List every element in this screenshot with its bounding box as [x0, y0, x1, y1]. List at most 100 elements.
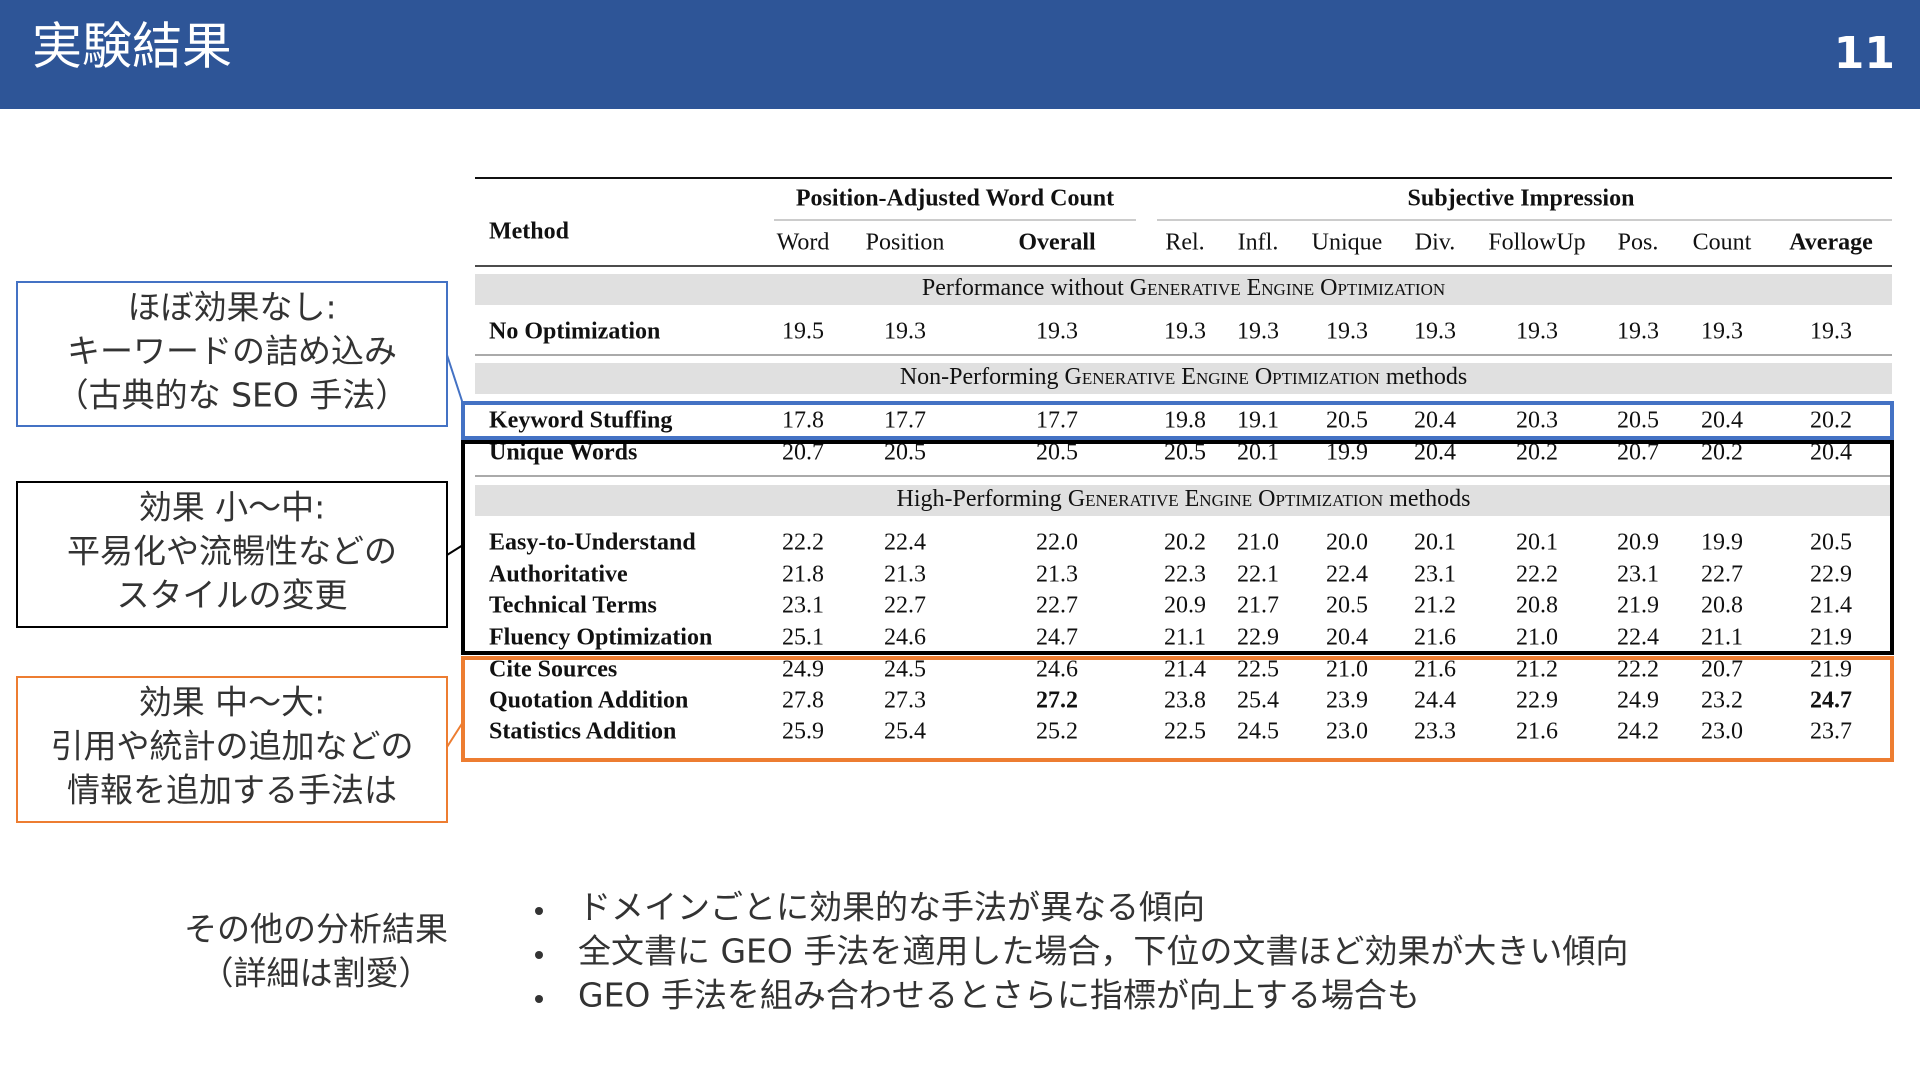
highlight-box [461, 440, 1894, 655]
cell-value: 24.6 [1036, 657, 1078, 683]
column-header: Div. [1415, 230, 1455, 256]
cell-value: 19.3 [1237, 319, 1279, 345]
section-text: Non-Performing [900, 364, 1059, 390]
section-text: methods [1386, 364, 1467, 390]
group-header: Subjective Impression [1408, 186, 1635, 212]
notes-label: （詳細は割愛） [201, 954, 432, 993]
bullet-text: GEO 手法を組み合わせるとさらに指標が向上する場合も [578, 976, 1420, 1015]
cell-value: 22.2 [1516, 562, 1558, 588]
cell-value: 20.5 [1326, 593, 1368, 619]
cell-value: 19.3 [1701, 319, 1743, 345]
group-header: Position-Adjusted Word Count [796, 186, 1114, 212]
cell-value: 23.1 [1414, 562, 1456, 588]
cell-value: 23.0 [1701, 719, 1743, 745]
cell-value: 24.6 [884, 625, 926, 651]
cell-value: 22.5 [1237, 657, 1279, 683]
callout-text: ほぼ効果なし: [127, 288, 336, 327]
callout-text: キーワードの詰め込み [67, 332, 397, 371]
column-header: Pos. [1618, 230, 1659, 256]
cell-value: 24.5 [1237, 719, 1279, 745]
page-number: 11 [1834, 28, 1895, 79]
row-method: Cite Sources [489, 657, 617, 683]
column-header: Position [866, 230, 945, 256]
cell-value: 21.0 [1237, 530, 1279, 556]
callout-connector [446, 354, 464, 405]
cell-value: 22.4 [1617, 625, 1659, 651]
cell-value: 21.7 [1237, 593, 1279, 619]
cell-value: 21.8 [782, 562, 824, 588]
section-caps: Generative Engine Optimization [1130, 275, 1445, 301]
cell-value: 21.2 [1516, 657, 1558, 683]
section-label: Performance without Generative Engine Op… [922, 275, 1445, 301]
callout-text: スタイルの変更 [117, 576, 348, 615]
cell-value: 19.3 [1036, 319, 1078, 345]
row-method: Authoritative [489, 562, 628, 588]
cell-value: 22.1 [1237, 562, 1279, 588]
cell-value: 22.7 [884, 593, 926, 619]
cell-value: 22.7 [1701, 562, 1743, 588]
cell-value: 20.8 [1701, 593, 1743, 619]
row-method: Easy-to-Understand [489, 530, 696, 556]
cell-value: 23.9 [1326, 688, 1368, 714]
row-method: Quotation Addition [489, 688, 688, 714]
method-header: Method [489, 219, 570, 245]
cell-value: 27.8 [782, 688, 824, 714]
cell-value: 17.8 [782, 408, 824, 434]
section-band [475, 485, 1892, 516]
callout-text: 効果 中〜大: [139, 683, 326, 722]
cell-value: 21.4 [1810, 593, 1852, 619]
cell-value: 21.3 [1036, 562, 1078, 588]
callout-text: 情報を追加する手法は [67, 771, 397, 810]
cell-value: 19.3 [1810, 319, 1852, 345]
cell-value: 22.7 [1036, 593, 1078, 619]
cell-value: 22.2 [782, 530, 824, 556]
cell-value: 25.9 [782, 719, 824, 745]
cell-value: 21.1 [1701, 625, 1743, 651]
cell-value: 20.3 [1516, 408, 1558, 434]
section-label: Non-Performing Generative Engine Optimiz… [900, 364, 1467, 390]
cell-value: 24.7 [1036, 625, 1078, 651]
callout-text: （古典的な SEO 手法） [56, 376, 409, 415]
cell-value: 25.2 [1036, 719, 1078, 745]
column-header: Overall [1018, 230, 1096, 256]
column-header: Rel. [1165, 230, 1204, 256]
callout-connector [446, 721, 464, 748]
callout-text: 引用や統計の追加などの [51, 727, 414, 766]
cell-value: 21.9 [1617, 593, 1659, 619]
cell-value: 19.3 [884, 319, 926, 345]
row-method: Keyword Stuffing [489, 408, 672, 434]
cell-value: 19.9 [1701, 530, 1743, 556]
cell-value: 23.2 [1701, 688, 1743, 714]
cell-value: 21.9 [1810, 657, 1852, 683]
highlight-box [461, 401, 1894, 440]
cell-value: 24.7 [1810, 688, 1852, 714]
section-label: High-Performing Generative Engine Optimi… [897, 486, 1471, 512]
cell-value: 24.2 [1617, 719, 1659, 745]
column-header: Count [1693, 230, 1752, 256]
cell-value: 20.1 [1414, 530, 1456, 556]
cell-value: 20.0 [1326, 530, 1368, 556]
cell-value: 19.8 [1164, 408, 1206, 434]
row-method: Statistics Addition [489, 719, 676, 745]
cell-value: 20.8 [1516, 593, 1558, 619]
cell-value: 22.9 [1810, 562, 1852, 588]
section-caps: Generative Engine Optimization [1068, 486, 1383, 512]
cell-value: 24.9 [782, 657, 824, 683]
cell-value: 21.6 [1414, 625, 1456, 651]
cell-value: 25.4 [1237, 688, 1279, 714]
notes-label: その他の分析結果 [184, 910, 448, 949]
section-text: High-Performing [897, 486, 1062, 512]
column-header: FollowUp [1488, 230, 1585, 256]
cell-value: 20.4 [1326, 625, 1368, 651]
cell-value: 20.5 [1617, 408, 1659, 434]
callout-connector [446, 544, 464, 556]
cell-value: 22.5 [1164, 719, 1206, 745]
callout-text: 平易化や流暢性などの [67, 532, 397, 571]
cell-value: 19.3 [1617, 319, 1659, 345]
cell-value: 27.3 [884, 688, 926, 714]
cell-value: 22.0 [1036, 530, 1078, 556]
cell-value: 20.9 [1164, 593, 1206, 619]
header-bar [0, 0, 1920, 109]
section-band [475, 363, 1892, 394]
